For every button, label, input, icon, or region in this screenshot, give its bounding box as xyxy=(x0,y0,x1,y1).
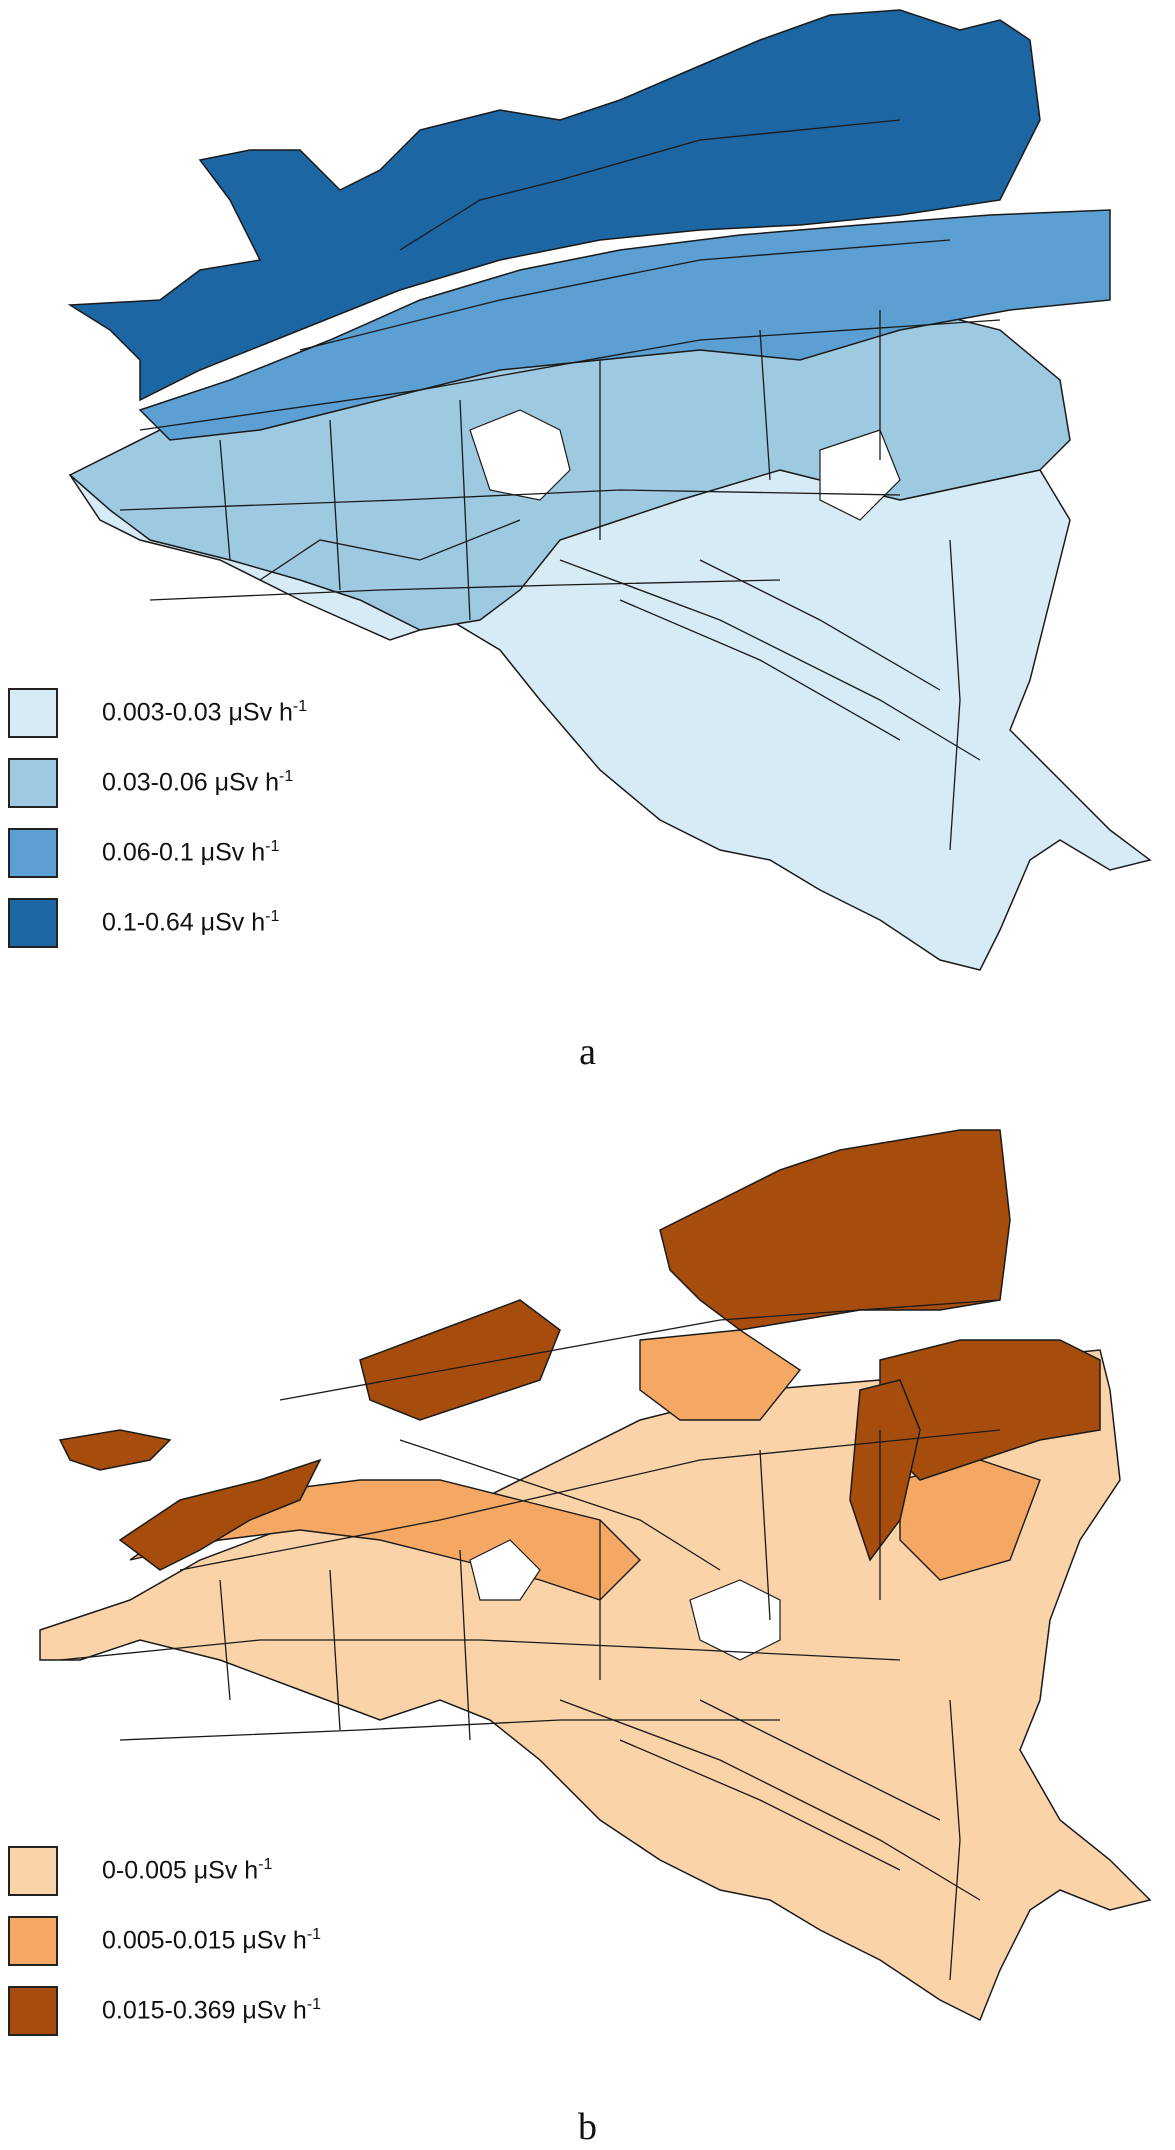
legend-b-label-2: 0.005-0.015 μSv h-1 xyxy=(102,1926,322,1955)
map-panel-a: 0.003-0.03 μSv h-1 0.03-0.06 μSv h-1 0.0… xyxy=(8,9,1152,1073)
legend-b-row-1: 0-0.005 μSv h-1 xyxy=(8,1840,321,1902)
legend-a-row-1: 0.003-0.03 μSv h-1 xyxy=(8,682,307,744)
legend-b-swatch-1 xyxy=(8,1846,58,1896)
legend-a-swatch-3 xyxy=(8,828,58,878)
legend-a-row-3: 0.06-0.1 μSv h-1 xyxy=(8,822,307,884)
legend-a-label-2: 0.03-0.06 μSv h-1 xyxy=(102,768,294,797)
legend-b-label-3: 0.015-0.369 μSv h-1 xyxy=(102,1996,322,2025)
legend-a-row-4: 0.1-0.64 μSv h-1 xyxy=(8,892,307,954)
map-zone-b-high-5 xyxy=(58,1429,172,1471)
legend-a-label-1: 0.003-0.03 μSv h-1 xyxy=(102,698,308,727)
legend-b-row-3: 0.015-0.369 μSv h-1 xyxy=(8,1980,321,2042)
legend-b: 0-0.005 μSv h-1 0.005-0.015 μSv h-1 0.01… xyxy=(8,1840,321,2050)
map-zone-b-high-6 xyxy=(849,1379,921,1562)
caption-b: b xyxy=(578,2106,597,2148)
caption-a: a xyxy=(579,1031,596,1073)
dose-rate-map-b xyxy=(39,1129,1152,2022)
legend-a-label-3: 0.06-0.1 μSv h-1 xyxy=(102,838,280,867)
legend-a-swatch-2 xyxy=(8,758,58,808)
legend-a-label-4: 0.1-0.64 μSv h-1 xyxy=(102,908,280,937)
map-zone-b-high-1 xyxy=(659,1129,1011,1331)
map-lines-a xyxy=(119,119,1001,851)
map-zone-b-high-3 xyxy=(118,1458,322,1571)
legend-a-swatch-1 xyxy=(8,688,58,738)
map-gap-a-1 xyxy=(469,409,571,501)
legend-b-row-2: 0.005-0.015 μSv h-1 xyxy=(8,1910,321,1972)
legend-b-label-1: 0-0.005 μSv h-1 xyxy=(102,1856,273,1885)
map-panel-b: 0-0.005 μSv h-1 0.005-0.015 μSv h-1 0.01… xyxy=(0,1100,1175,2150)
legend-b-swatch-2 xyxy=(8,1916,58,1966)
map-zone-a-high xyxy=(67,9,1041,402)
map-gap-b-1 xyxy=(689,1579,781,1661)
legend-a: 0.003-0.03 μSv h-1 0.03-0.06 μSv h-1 0.0… xyxy=(8,682,307,962)
map-zone-b-high-4 xyxy=(359,1299,561,1421)
dose-rate-map-a xyxy=(67,9,1152,971)
legend-a-row-2: 0.03-0.06 μSv h-1 xyxy=(8,752,307,814)
map-gap-b-2 xyxy=(469,1539,541,1601)
legend-b-swatch-3 xyxy=(8,1986,58,2036)
legend-a-swatch-4 xyxy=(8,898,58,948)
map-lines-b xyxy=(59,1299,1001,1981)
